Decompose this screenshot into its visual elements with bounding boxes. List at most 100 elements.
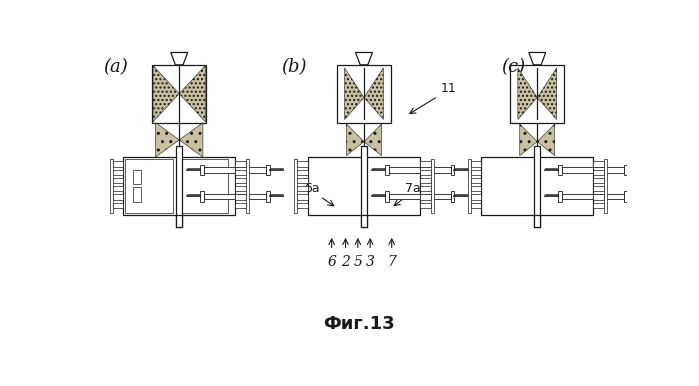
- Bar: [470, 161, 482, 167]
- Bar: [562, 167, 593, 173]
- Bar: [125, 159, 173, 213]
- Bar: [593, 178, 604, 183]
- Bar: [389, 194, 420, 199]
- Bar: [470, 186, 482, 191]
- Bar: [624, 191, 628, 202]
- Bar: [604, 159, 607, 213]
- Bar: [540, 159, 586, 213]
- Text: 5: 5: [354, 255, 362, 269]
- Bar: [562, 194, 593, 199]
- Bar: [385, 164, 389, 175]
- Polygon shape: [538, 124, 555, 156]
- Bar: [266, 191, 270, 202]
- Bar: [385, 191, 389, 202]
- Bar: [204, 167, 235, 173]
- Bar: [310, 159, 357, 213]
- Bar: [235, 178, 246, 183]
- Bar: [470, 178, 482, 183]
- Polygon shape: [347, 124, 364, 156]
- Polygon shape: [345, 68, 364, 120]
- Bar: [235, 186, 246, 191]
- Bar: [113, 203, 124, 208]
- Bar: [420, 186, 431, 191]
- Bar: [624, 164, 628, 175]
- Bar: [201, 164, 204, 175]
- Bar: [389, 167, 420, 173]
- Polygon shape: [155, 122, 179, 157]
- Bar: [593, 186, 604, 191]
- Text: (c): (c): [501, 58, 525, 76]
- Bar: [235, 161, 246, 167]
- Bar: [470, 169, 482, 175]
- Polygon shape: [520, 124, 538, 156]
- Bar: [470, 203, 482, 208]
- Bar: [420, 169, 431, 175]
- Bar: [308, 157, 420, 215]
- Polygon shape: [538, 68, 556, 120]
- Bar: [110, 159, 113, 213]
- Bar: [451, 164, 454, 175]
- Bar: [152, 65, 206, 122]
- Text: 11: 11: [440, 82, 456, 95]
- Text: (a): (a): [103, 58, 128, 76]
- Bar: [113, 161, 124, 167]
- Bar: [235, 169, 246, 175]
- Bar: [124, 157, 235, 215]
- Bar: [420, 194, 451, 199]
- Bar: [361, 146, 367, 227]
- Bar: [483, 159, 531, 213]
- Bar: [266, 164, 270, 175]
- Bar: [235, 203, 246, 208]
- Bar: [235, 194, 266, 199]
- Bar: [113, 186, 124, 191]
- Text: 6: 6: [327, 255, 336, 269]
- Bar: [113, 194, 124, 200]
- Polygon shape: [153, 66, 179, 122]
- Bar: [133, 170, 141, 184]
- Bar: [297, 178, 308, 183]
- Bar: [235, 167, 266, 173]
- Bar: [297, 169, 308, 175]
- Bar: [246, 159, 249, 213]
- Bar: [470, 194, 482, 200]
- Text: 7: 7: [387, 255, 396, 269]
- Bar: [133, 187, 141, 201]
- Bar: [559, 164, 562, 175]
- Bar: [593, 194, 624, 199]
- Bar: [420, 194, 431, 200]
- Polygon shape: [356, 52, 373, 65]
- Polygon shape: [171, 52, 188, 65]
- Bar: [593, 161, 604, 167]
- Bar: [593, 203, 604, 208]
- Polygon shape: [518, 68, 538, 120]
- Bar: [204, 194, 235, 199]
- Polygon shape: [179, 66, 206, 122]
- Bar: [297, 203, 308, 208]
- Bar: [534, 215, 540, 227]
- Bar: [420, 167, 451, 173]
- Polygon shape: [364, 124, 382, 156]
- Bar: [182, 159, 229, 213]
- Bar: [482, 157, 593, 215]
- Bar: [559, 191, 562, 202]
- Text: (b): (b): [282, 58, 307, 76]
- Bar: [297, 194, 308, 200]
- Bar: [593, 194, 604, 200]
- Bar: [201, 191, 204, 202]
- Polygon shape: [179, 122, 203, 157]
- Text: 2: 2: [341, 255, 350, 269]
- Bar: [420, 178, 431, 183]
- Text: Фиг.13: Фиг.13: [323, 315, 394, 332]
- Bar: [337, 65, 391, 122]
- Bar: [113, 169, 124, 175]
- Bar: [510, 65, 564, 122]
- Text: 3: 3: [366, 255, 375, 269]
- Bar: [593, 169, 604, 175]
- Text: 6a: 6a: [305, 182, 320, 195]
- Bar: [294, 159, 297, 213]
- Bar: [235, 194, 246, 200]
- Bar: [367, 159, 413, 213]
- Bar: [297, 186, 308, 191]
- Bar: [297, 161, 308, 167]
- Bar: [176, 215, 182, 227]
